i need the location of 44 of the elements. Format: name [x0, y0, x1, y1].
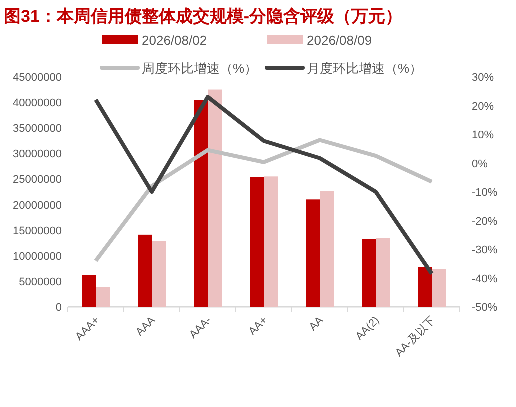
- legend-label: 月度环比增速（%）: [307, 61, 423, 76]
- bar: [264, 176, 278, 307]
- legend-label: 周度环比增速（%）: [142, 61, 258, 76]
- line-series: [94, 95, 434, 276]
- x-tick-label: AA-及以下: [392, 314, 438, 360]
- y-tick-label: 25000000: [13, 174, 62, 186]
- bar: [82, 275, 96, 307]
- y2-tick-label: -40%: [472, 273, 498, 286]
- bar: [250, 177, 264, 307]
- y2-tick-label: -50%: [472, 302, 498, 314]
- y-tick-label: 15000000: [13, 225, 62, 238]
- x-tick-label: AAA: [134, 314, 159, 339]
- y2-tick-label: -20%: [472, 216, 498, 228]
- legend-label: 2026/08/09: [307, 33, 372, 48]
- y-tick-label: 10000000: [13, 250, 62, 263]
- x-tick-label: AA+: [246, 314, 270, 338]
- bar: [194, 100, 208, 307]
- y2-tick-label: 10%: [472, 130, 494, 142]
- bar: [432, 269, 446, 307]
- bar: [362, 239, 376, 307]
- bar: [376, 238, 390, 307]
- bar: [320, 191, 334, 307]
- y2-tick-label: 20%: [472, 100, 494, 113]
- y2-tick-label: -10%: [472, 187, 498, 199]
- y-tick-label: 45000000: [13, 72, 62, 84]
- y-tick-label: 5000000: [19, 276, 62, 288]
- bar: [418, 267, 432, 307]
- legend-label: 2026/08/02: [142, 33, 208, 48]
- x-tick-label: AA: [307, 314, 327, 334]
- y2-tick-label: 0%: [472, 158, 488, 170]
- line-series: [94, 138, 434, 263]
- y-tick-label: 35000000: [13, 123, 62, 136]
- bar: [306, 200, 320, 307]
- bar: [208, 90, 222, 307]
- bar: [152, 241, 166, 307]
- bar: [138, 234, 152, 307]
- y-tick-label: 20000000: [13, 200, 62, 212]
- y2-tick-label: -30%: [472, 244, 498, 256]
- y-tick-label: 0: [56, 302, 62, 314]
- y2-tick-label: 30%: [472, 72, 494, 84]
- bar: [96, 287, 110, 307]
- chart-title: 图31：本周信用债整体成交规模-分隐含评级（万元）: [4, 7, 403, 26]
- y-tick-label: 30000000: [13, 148, 62, 161]
- y-tick-label: 40000000: [13, 98, 62, 110]
